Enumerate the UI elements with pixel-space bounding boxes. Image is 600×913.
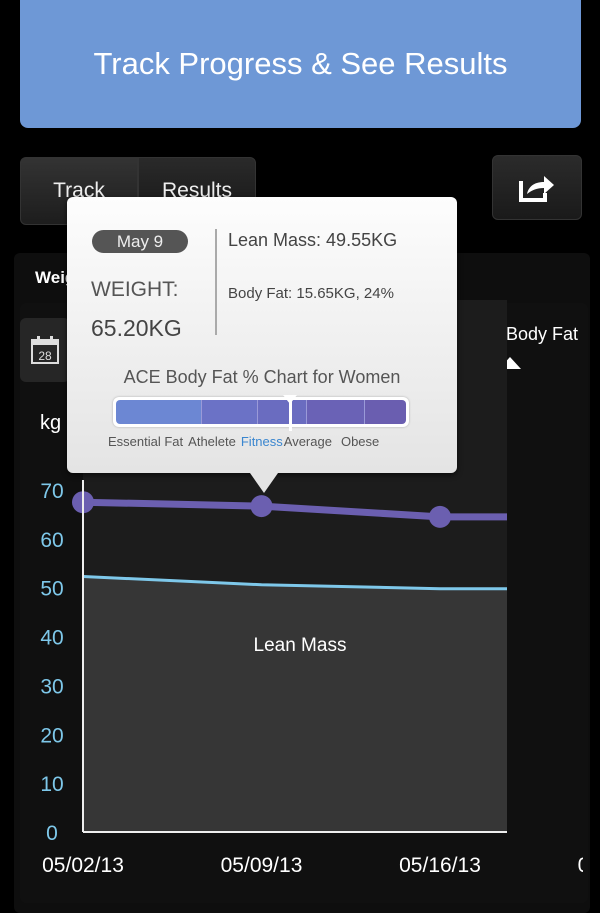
y-tick-label: 0 [46, 822, 58, 845]
y-tick-label: 10 [40, 773, 63, 796]
weight-label: WEIGHT: [91, 278, 179, 301]
lean-mass-value: Lean Mass: 49.55KG [228, 230, 398, 250]
y-tick-label: 30 [40, 675, 63, 698]
scale-fitness [258, 400, 307, 424]
calendar-icon: 28 [31, 336, 59, 364]
weight-point [429, 505, 451, 528]
weight-line [83, 498, 507, 521]
scale-athlete [202, 400, 258, 424]
share-icon [519, 175, 554, 202]
y-tick-label: 20 [40, 724, 63, 747]
y-tick-label: 50 [40, 578, 63, 601]
lean-mass-area [83, 576, 507, 832]
banner-title: Track Progress & See Results [93, 46, 508, 81]
y-tick-label: 60 [40, 529, 63, 552]
scale-obese [365, 400, 406, 424]
weight-point [250, 495, 273, 518]
y-axis-unit: kg [40, 412, 62, 434]
scale-label: Average [283, 434, 332, 449]
track-progress-banner[interactable]: Track Progress & See Results [20, 0, 581, 128]
x-tick-label: 05/09/13 [221, 854, 303, 877]
lean-mass-label: Lean Mass [254, 635, 347, 656]
scale-label: Obese [340, 434, 380, 449]
share-button[interactable] [492, 155, 582, 220]
weight-value: 65.20KG [91, 315, 182, 341]
body-fat-scale [113, 395, 409, 431]
x-tick-label: 05/16/13 [399, 854, 481, 877]
x-tick-label: 05/02/13 [42, 854, 124, 877]
tooltip-pointer [250, 473, 278, 493]
y-tick-label: 40 [40, 627, 63, 650]
body-fat-marker [283, 395, 297, 431]
tooltip-date: May 9 [92, 230, 188, 253]
scale-essential [116, 400, 202, 424]
scale-label-highlighted: Fitness [240, 434, 283, 449]
scale-labels: Essential Fat Athelete FitnessAverage Obese [108, 434, 384, 449]
body-fat-value: Body Fat: 15.65KG, 24% [228, 285, 394, 302]
scale-label: Athelete [188, 434, 236, 449]
lean-mass-line [83, 574, 507, 591]
data-point-tooltip: May 9 WEIGHT: 65.20KG Lean Mass: 49.55KG… [67, 197, 457, 473]
scale-average [307, 400, 365, 424]
calendar-day: 28 [38, 349, 52, 363]
scale-label: Essential Fat [108, 434, 184, 449]
ace-chart-title: ACE Body Fat % Chart for Women [123, 367, 401, 387]
x-tick-label: 05/23/13 [578, 854, 600, 877]
divider [215, 229, 217, 335]
calendar-button[interactable]: 28 [20, 318, 70, 382]
y-tick-label: 70 [40, 480, 63, 503]
